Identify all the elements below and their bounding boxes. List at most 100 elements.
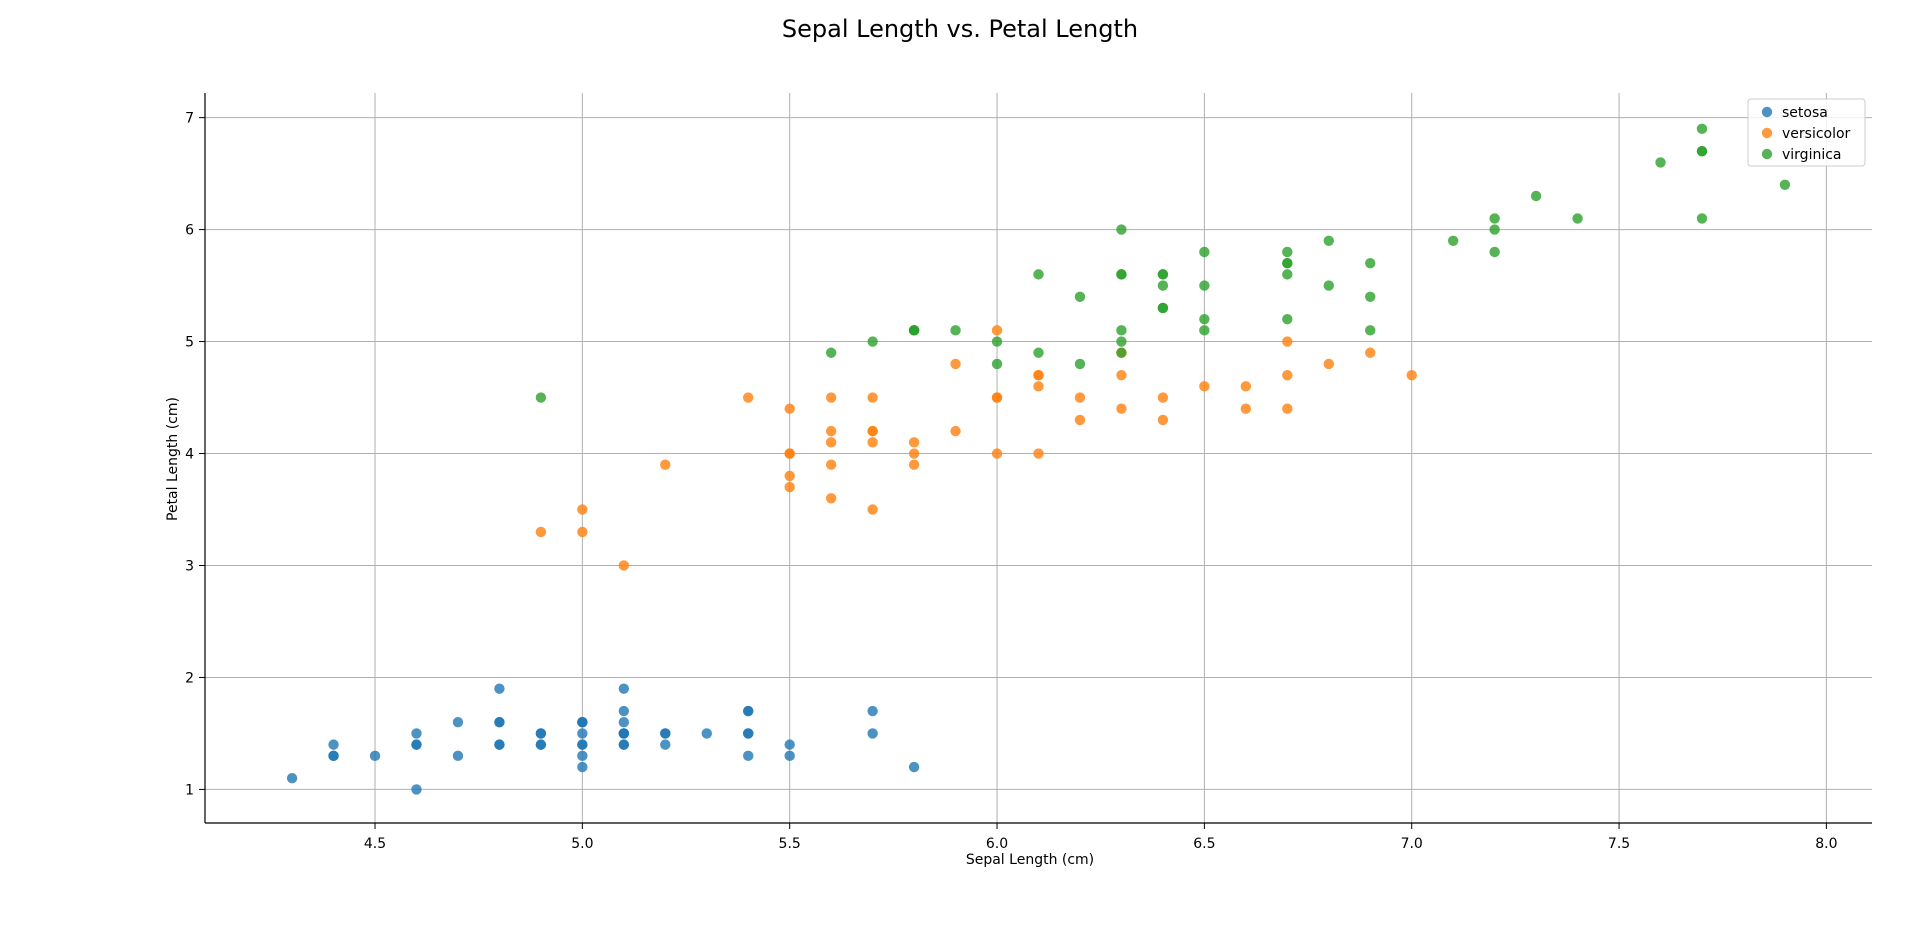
x-tick-label-3: 6.0: [986, 836, 1008, 852]
x-tick-label-4: 6.5: [1193, 836, 1215, 852]
versicolor-point-41: [1033, 381, 1044, 392]
virginica-point-5: [1655, 157, 1666, 168]
versicolor-point-47: [1074, 414, 1086, 426]
virginica-point-4: [1199, 246, 1210, 258]
virginica-point-43: [1323, 235, 1334, 246]
versicolor-point-10: [577, 504, 588, 515]
virginica-point-29: [1489, 246, 1500, 258]
setosa-point-30: [494, 717, 505, 728]
virginica-point-22: [1696, 146, 1708, 157]
setosa-point-32: [660, 728, 671, 739]
virginica-point-48: [1074, 291, 1086, 302]
virginica-point-42: [908, 325, 920, 336]
y-tick-label-5: 6: [185, 223, 194, 239]
virginica-point-49: [950, 325, 961, 336]
versicolor-point-43: [577, 526, 588, 538]
versicolor-point-8: [1240, 381, 1252, 392]
versicolor-point-37: [1116, 403, 1127, 414]
versicolor-point-18: [1074, 392, 1086, 403]
legend-marker-virginica: [1761, 148, 1773, 160]
versicolor-point-23: [1033, 369, 1044, 381]
setosa-point-33: [784, 739, 795, 750]
y-tick-label-3: 4: [185, 447, 194, 463]
versicolor-point-6: [1116, 369, 1127, 381]
versicolor-point-2: [1365, 347, 1376, 358]
versicolor-point-36: [1282, 369, 1293, 381]
setosa-point-35: [577, 761, 588, 773]
setosa-point-22: [411, 784, 422, 795]
virginica-point-30: [1572, 213, 1583, 224]
setosa-point-34: [535, 728, 547, 739]
virginica-point-27: [1033, 347, 1044, 358]
setosa-point-16: [743, 750, 754, 762]
virginica-point-23: [1116, 347, 1127, 358]
setosa-point-17: [618, 739, 630, 750]
setosa-point-44: [618, 683, 630, 694]
setosa-point-7: [577, 728, 588, 739]
y-tick-label-4: 5: [185, 335, 194, 351]
virginica-point-35: [1696, 213, 1708, 224]
virginica-point-19: [991, 336, 1003, 347]
legend-marker-setosa: [1761, 106, 1773, 118]
y-tick-label-2: 3: [185, 558, 194, 574]
virginica-point-6: [535, 392, 547, 403]
versicolor-point-21: [1033, 448, 1044, 459]
versicolor-point-17: [908, 437, 920, 448]
setosa-point-45: [494, 739, 505, 750]
versicolor-point-48: [618, 560, 630, 571]
y-tick-label-6: 7: [185, 111, 194, 127]
virginica-point-2: [1447, 235, 1459, 246]
series-setosa: [286, 683, 920, 795]
setosa-point-40: [577, 750, 588, 762]
setosa-point-49: [577, 739, 588, 750]
x-axis-label: Sepal Length (cm): [966, 852, 1094, 868]
setosa-point-24: [494, 683, 505, 694]
x-tick-label-7: 8.0: [1815, 836, 1837, 852]
versicolor-point-32: [908, 459, 920, 470]
versicolor-point-29: [867, 504, 878, 515]
axes: 4.5 5.0 5.5 6.0 6.5 7.0 7.5 8.0 1 2 3 4 5 6 7: [185, 93, 1872, 852]
virginica-point-26: [1074, 358, 1086, 370]
legend-label-setosa: setosa: [1782, 105, 1828, 121]
versicolor-point-11: [950, 425, 961, 437]
virginica-point-9: [1489, 213, 1500, 224]
series-virginica: [535, 123, 1791, 403]
setosa-point-47: [411, 739, 422, 750]
legend-box: [1747, 98, 1866, 167]
versicolor-point-44: [825, 425, 837, 437]
setosa-point-31: [743, 728, 754, 739]
virginica-point-13: [867, 336, 878, 347]
versicolor-point-7: [535, 526, 547, 538]
setosa-point-15: [867, 728, 878, 739]
setosa-point-3: [411, 728, 422, 739]
virginica-point-47: [1199, 313, 1210, 325]
versicolor-point-42: [908, 448, 920, 459]
versicolor-point-27: [1282, 336, 1293, 347]
x-tick-label-2: 5.5: [779, 836, 801, 852]
versicolor-point-40: [784, 403, 795, 414]
virginica-point-12: [1323, 280, 1334, 291]
x-tick-label-6: 7.5: [1608, 836, 1630, 852]
versicolor-point-0: [1406, 369, 1417, 381]
setosa-point-48: [701, 728, 712, 739]
setosa-point-46: [618, 717, 630, 728]
versicolor-point-38: [825, 437, 837, 448]
versicolor-point-19: [825, 459, 837, 470]
versicolor-point-35: [991, 392, 1003, 403]
data-points: [286, 123, 1791, 795]
setosa-point-13: [286, 773, 298, 784]
virginica-point-0: [1116, 224, 1127, 235]
virginica-point-31: [1779, 179, 1791, 191]
setosa-point-23: [618, 705, 630, 717]
versicolor-point-49: [867, 437, 878, 448]
virginica-point-46: [1116, 336, 1127, 347]
versicolor-point-20: [950, 358, 961, 370]
setosa-point-39: [618, 728, 630, 739]
versicolor-point-1: [1157, 392, 1169, 403]
setosa-point-2: [452, 750, 464, 762]
virginica-point-41: [1365, 325, 1376, 336]
versicolor-point-4: [1199, 381, 1210, 392]
virginica-point-7: [1530, 190, 1542, 202]
versicolor-point-46: [867, 425, 878, 437]
